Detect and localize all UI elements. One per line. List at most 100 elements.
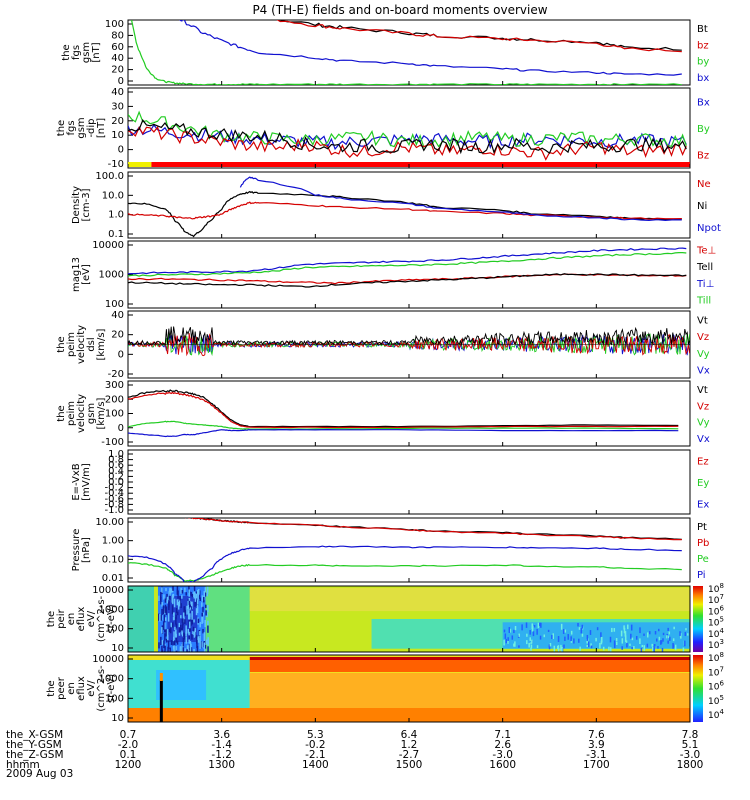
velocity-noise <box>128 326 690 357</box>
legend-bx: bx <box>697 73 709 84</box>
y-tick-label: 1000 <box>99 604 124 615</box>
series-line-Till <box>128 252 687 277</box>
y-axis-label: Density <box>71 186 82 224</box>
y-axis-label: eV/ <box>86 610 97 627</box>
plot-title: P4 (TH-E) fields and on-board moments ov… <box>252 3 547 17</box>
series-line-Vt <box>128 389 679 428</box>
legend-Tell: Tell <box>696 262 713 273</box>
legend-Pb: Pb <box>697 538 709 549</box>
x-axis-value: -2.7 <box>399 749 420 761</box>
x-axis-value: 1700 <box>583 759 610 771</box>
y-axis-label: E=-VxB <box>71 463 82 500</box>
series-line-Tell <box>128 273 687 288</box>
y-tick-label: 200 <box>105 394 124 405</box>
y-tick-label: -100 <box>101 437 124 448</box>
x-axis-value: 3.9 <box>588 739 605 751</box>
series-line-bz <box>276 20 682 53</box>
y-axis-label: peim <box>66 401 77 426</box>
series-line-bx <box>179 20 682 76</box>
mode-bar-slow <box>128 162 152 167</box>
legend-Te⊥: Te⊥ <box>696 245 716 256</box>
y-axis-label: en <box>66 682 77 695</box>
y-axis-label: eflux <box>76 607 87 632</box>
legend-Ni: Ni <box>697 201 707 212</box>
series-line-Ni <box>128 190 682 238</box>
legend-Till: Till <box>696 296 711 307</box>
y-axis-label: the <box>46 611 57 627</box>
legend-Ne: Ne <box>697 179 711 190</box>
x-axis-value: 1800 <box>677 759 704 771</box>
x-axis-value: -3.0 <box>680 749 701 761</box>
x-axis-value: 7.1 <box>494 729 511 741</box>
y-tick-label: 20 <box>111 65 124 76</box>
y-tick-label: 0.4 <box>108 466 124 477</box>
y-tick-label: 40 <box>111 310 124 321</box>
x-axis-value: 6.4 <box>401 729 418 741</box>
y-tick-label: 30 <box>111 101 124 112</box>
y-axis-label: [nPa] <box>81 537 92 563</box>
colorbar-tick-label: 105 <box>708 616 724 629</box>
x-axis-value: -0.2 <box>305 739 326 751</box>
y-axis-label: gsm <box>81 42 92 63</box>
colorbar-tick-label: 105 <box>708 694 724 707</box>
panel-pressure: 10.00 1.00 0.10 0.01 Pressure [nPa] Pt Pb Pe Pi <box>71 517 709 584</box>
x-axis-value: 1300 <box>208 759 235 771</box>
y-axis-label: [mV/m] <box>81 463 92 501</box>
colorbar-tick-label: 103 <box>708 638 724 651</box>
legend-Npot: Npot <box>697 223 721 234</box>
y-tick-label: 1.0 <box>108 449 124 460</box>
legend-Vz: Vz <box>697 332 709 343</box>
y-tick-label: 100 <box>105 19 124 30</box>
y-tick-label: 0.6 <box>108 460 124 471</box>
y-tick-label: -20 <box>108 369 124 380</box>
data-gap-bar <box>159 680 163 722</box>
legend-Ti⊥: Ti⊥ <box>696 279 714 290</box>
legend-Pe: Pe <box>697 554 709 565</box>
y-tick-label: 10.0 <box>102 190 124 201</box>
y-axis-label: [km/s] <box>96 397 107 429</box>
y-tick-label: 0 <box>118 349 124 360</box>
legend-Bt: Bt <box>697 24 708 35</box>
panel-frame <box>127 19 691 86</box>
colorbar-tick-label: 108 <box>708 651 724 664</box>
y-axis-label: the <box>56 120 67 136</box>
y-axis-label: gsm <box>76 117 87 138</box>
y-tick-label: 1.0 <box>108 210 124 221</box>
series-line-by <box>130 20 682 85</box>
y-tick-label: -0.4 <box>104 488 124 499</box>
y-tick-label: 20 <box>111 116 124 127</box>
y-tick-label: 10000 <box>92 654 124 665</box>
x-axis-value: 7.8 <box>682 729 699 741</box>
y-tick-label: 1.00 <box>102 536 124 547</box>
series-line-Ti⊥ <box>128 247 687 275</box>
legend-Ex: Ex <box>697 499 709 510</box>
y-axis-label: peim <box>66 332 77 357</box>
y-axis-label: [nT] <box>96 118 107 138</box>
colorbar-peer_eflux <box>693 655 703 722</box>
y-tick-label: 0.1 <box>108 229 124 240</box>
legend-Bz: Bz <box>697 151 709 162</box>
y-axis-label: eflux <box>76 676 87 701</box>
colorbar-tick-label: 108 <box>708 582 724 595</box>
y-tick-label: -0.2 <box>104 483 124 494</box>
y-tick-label: 0.8 <box>108 455 124 466</box>
y-axis-label: (cm^2-s- <box>96 595 107 642</box>
x-axis-value: -3.1 <box>586 749 607 761</box>
y-tick-label: 0.0 <box>108 477 124 488</box>
y-axis-label: -dip <box>86 118 97 137</box>
colorbar-tick-label: 107 <box>708 593 724 606</box>
legend-Vy: Vy <box>697 349 710 360</box>
series-line-Te⊥ <box>128 273 687 285</box>
series-line-Pi <box>128 545 682 582</box>
y-axis-label: the <box>61 44 72 60</box>
x-axis-value: 7.6 <box>588 729 605 741</box>
mode-bar-fast <box>151 162 690 167</box>
panel-density: 100.0 10.0 1.0 0.1 Density [cm-3] Ne Ni Npot <box>71 171 721 240</box>
y-axis-label: [cm-3] <box>81 188 92 221</box>
y-tick-label: 100 <box>105 693 124 704</box>
x-axis-value: -3.0 <box>492 749 513 761</box>
y-axis-label: eV/ <box>86 680 97 697</box>
